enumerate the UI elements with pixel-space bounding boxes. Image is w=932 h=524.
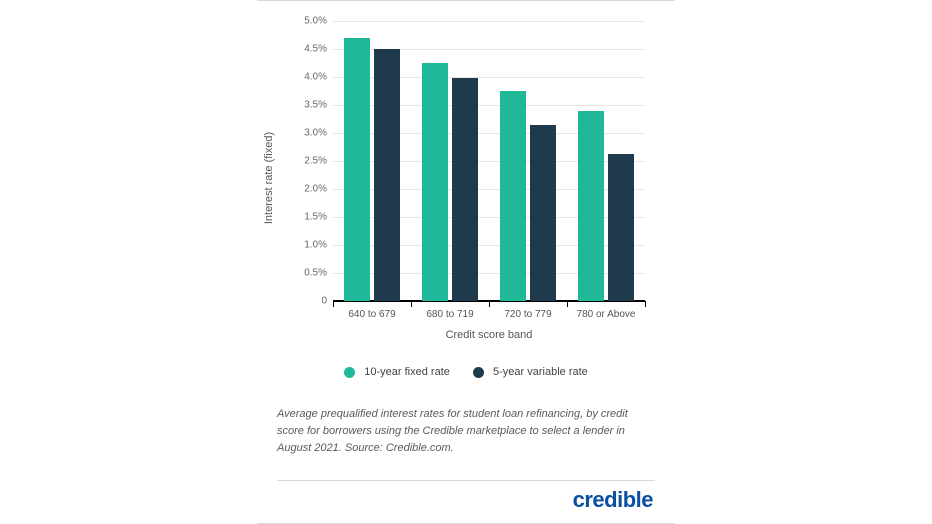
- y-tick-label: 1.5%: [304, 212, 327, 223]
- legend-swatch-icon: [344, 367, 355, 378]
- x-axis-label: Credit score band: [333, 329, 645, 341]
- y-tick-label: 4.5%: [304, 44, 327, 55]
- x-tick: [567, 301, 568, 307]
- legend-label: 10-year fixed rate: [364, 366, 450, 378]
- x-tick: [411, 301, 412, 307]
- y-tick-label: 3.0%: [304, 128, 327, 139]
- bar: [530, 125, 556, 301]
- caption-text: Average prequalified interest rates for …: [277, 406, 655, 457]
- x-tick: [489, 301, 490, 307]
- gridline: [333, 21, 645, 22]
- bar: [608, 154, 634, 301]
- legend-label: 5-year variable rate: [493, 366, 588, 378]
- divider: [277, 480, 655, 481]
- y-tick-label: 4.0%: [304, 72, 327, 83]
- y-tick-label: 3.5%: [304, 100, 327, 111]
- legend-item: 5-year variable rate: [473, 366, 588, 378]
- bar: [374, 49, 400, 301]
- bar: [344, 38, 370, 301]
- x-tick-label: 720 to 779: [504, 309, 551, 320]
- chart-region: Interest rate (fixed) 00.5%1.0%1.5%2.0%2…: [275, 13, 655, 343]
- bar: [452, 78, 478, 301]
- y-tick-label: 1.0%: [304, 240, 327, 251]
- y-axis-label: Interest rate (fixed): [263, 132, 275, 224]
- x-tick-label: 680 to 719: [426, 309, 473, 320]
- bar: [578, 111, 604, 301]
- legend-swatch-icon: [473, 367, 484, 378]
- y-tick-label: 5.0%: [304, 16, 327, 27]
- bar: [422, 63, 448, 301]
- y-tick-label: 0.5%: [304, 268, 327, 279]
- x-tick: [333, 301, 334, 307]
- x-tick-label: 640 to 679: [348, 309, 395, 320]
- plot-area: 00.5%1.0%1.5%2.0%2.5%3.0%3.5%4.0%4.5%5.0…: [333, 21, 645, 301]
- legend: 10-year fixed rate 5-year variable rate: [257, 366, 675, 378]
- y-tick-label: 0: [321, 296, 327, 307]
- stage: Interest rate (fixed) 00.5%1.0%1.5%2.0%2…: [0, 0, 932, 524]
- brand-logo: credible: [573, 487, 653, 513]
- legend-item: 10-year fixed rate: [344, 366, 450, 378]
- card: Interest rate (fixed) 00.5%1.0%1.5%2.0%2…: [257, 0, 675, 524]
- bar: [500, 91, 526, 301]
- y-tick-label: 2.5%: [304, 156, 327, 167]
- x-tick: [645, 301, 646, 307]
- x-tick-label: 780 or Above: [577, 309, 636, 320]
- y-tick-label: 2.0%: [304, 184, 327, 195]
